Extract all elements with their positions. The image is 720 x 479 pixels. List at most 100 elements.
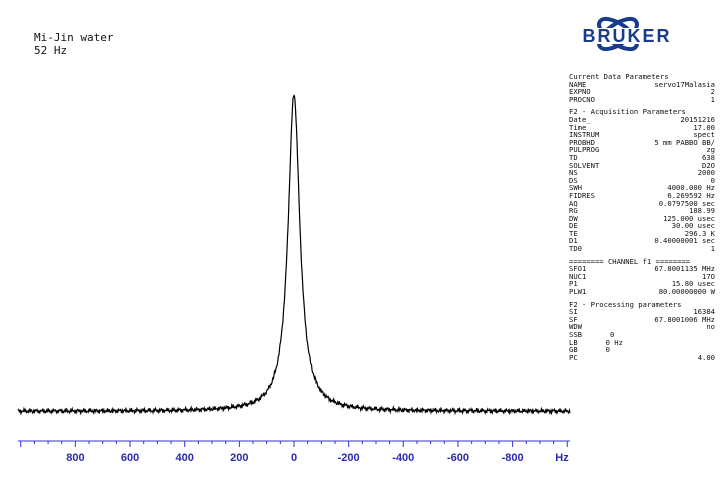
acquisition-parameters: Date_ 20151216 Time 17.00 INSTRUM spect PROBHD… <box>569 116 715 253</box>
param-key: RG <box>569 206 578 216</box>
x-tick-label: -600 <box>447 452 469 464</box>
param-value: 6.269592 Hz <box>667 190 715 200</box>
param-key: SI <box>569 307 578 317</box>
acquisition-title: F2 - Acquisition Parameters <box>569 107 686 117</box>
param-key: TD <box>569 152 578 162</box>
param-key: PULPROG <box>569 145 600 155</box>
spectrum-layer <box>17 94 571 416</box>
param-key: SF <box>569 314 578 324</box>
param-row: D1 0.40000001 sec <box>569 237 715 245</box>
param-row: P1 15.80 usec <box>569 280 715 288</box>
param-value: 1 <box>710 94 715 104</box>
param-value: 0 <box>605 345 610 355</box>
param-row: NAME servo17Malasia <box>569 79 715 89</box>
param-row: NUC1 17O <box>569 273 715 281</box>
param-row: PULPROG zg <box>569 146 715 154</box>
param-key: EXPNO <box>569 87 591 97</box>
bruker-wordmark: BRUKER <box>582 26 671 46</box>
param-value: zg <box>706 145 715 155</box>
param-value: spect <box>693 130 715 140</box>
x-tick-label: -200 <box>338 452 360 464</box>
param-key: PROBHD <box>569 137 595 147</box>
spectrum-line <box>17 94 571 416</box>
x-tick-label: 0 <box>291 452 297 464</box>
current-parameters: Current Data Parameters NAME servo17Malas… <box>569 73 715 103</box>
param-value: 15.80 usec <box>671 279 715 289</box>
param-row: SOLVENT D2O <box>569 160 715 170</box>
param-value: 4.00 <box>697 352 715 362</box>
channel-title: ======== CHANNEL f1 ======== <box>569 256 691 266</box>
processing-parameters: SI 16384 SF 67.8001006 MHz WDW no SSB 0 LB 0 Hz GB… <box>569 308 715 361</box>
param-value: 80.00000000 W <box>658 287 715 297</box>
param-value: 20151216 <box>680 114 715 124</box>
param-key: Date_ <box>569 114 591 124</box>
param-value: 188.99 <box>689 206 715 216</box>
spectrum-title-block: Mi-Jin water 52 Hz <box>34 31 113 57</box>
param-row: SWH 4000.000 Hz <box>569 184 715 192</box>
param-row: NS 2000 <box>569 169 715 177</box>
param-key: PROCNO <box>569 94 595 104</box>
param-key: FIDRES <box>569 190 595 200</box>
param-key: DE <box>569 221 578 231</box>
param-key: SFO1 <box>569 264 587 274</box>
param-value: 2000 <box>697 168 715 178</box>
param-key: LB <box>569 337 578 347</box>
param-row: DE 30.00 usec <box>569 222 715 230</box>
param-key: NS <box>569 168 578 178</box>
param-row: DW 125.000 usec <box>569 215 715 223</box>
param-row: RG 188.99 <box>569 207 715 215</box>
param-row: SI 16384 <box>569 308 715 316</box>
x-tick-label: 800 <box>66 452 84 464</box>
bruker-logo: BRUKER <box>563 6 693 66</box>
param-value: 0.0797500 sec <box>658 198 715 208</box>
param-value: 17O <box>702 271 715 281</box>
param-key: SOLVENT <box>569 160 600 170</box>
param-value: 638 <box>702 152 715 162</box>
param-row: EXPNO 2 <box>569 88 715 96</box>
param-key: SSB <box>569 330 582 339</box>
processing-title: F2 - Processing parameters <box>569 299 682 309</box>
param-key: TE <box>569 228 578 238</box>
param-key: NAME <box>569 79 587 89</box>
param-value: 0 <box>710 175 715 185</box>
parameter-panel: Current Data Parameters NAME servo17Malas… <box>569 73 715 361</box>
param-row: PROCNO 1 <box>569 96 715 104</box>
x-tick-label: 200 <box>230 452 248 464</box>
x-axis: 800 600 400 200 0 -200 -400 -600 -800 Hz <box>18 440 570 464</box>
param-row: TE 296.3 K <box>569 230 715 238</box>
param-value: 0 <box>609 330 615 339</box>
param-row: TD 638 <box>569 154 715 162</box>
x-tick-label: -400 <box>392 452 414 464</box>
param-row: PC 4.00 <box>569 354 715 362</box>
x-tick-label: -800 <box>502 452 524 464</box>
bruker-atom-icon: BRUKER <box>567 16 685 52</box>
param-row: DS 0 <box>569 177 715 185</box>
param-row: TD0 1 <box>569 245 715 253</box>
x-axis-unit-label: Hz <box>555 452 569 464</box>
param-value: 296.3 K <box>684 228 715 238</box>
param-value: 17.00 <box>693 122 715 132</box>
param-row: PROBHD 5 mm PABBO BB/ <box>569 139 715 147</box>
param-row: LB 0 Hz <box>569 337 715 347</box>
param-value: 67.8001006 MHz <box>654 314 715 324</box>
param-row: INSTRUM spect <box>569 131 715 139</box>
channel-parameters: SFO1 67.8001135 MHz NUC1 17O P1 15.80 usec PLW… <box>569 265 715 295</box>
param-key: Time <box>569 122 587 132</box>
param-value: 67.8001135 MHz <box>654 264 715 274</box>
param-row: GB 0 <box>569 346 715 354</box>
param-value: 125.000 usec <box>663 213 715 223</box>
param-key: PC <box>569 352 578 362</box>
param-value: 4000.000 Hz <box>667 183 715 193</box>
param-key: TD0 <box>569 244 582 254</box>
param-row: SF 67.8001006 MHz <box>569 316 715 324</box>
linewidth-label: 52 Hz <box>34 44 68 57</box>
current-title: Current Data Parameters <box>569 72 669 81</box>
param-value: D2O <box>702 160 715 170</box>
param-value: 2 <box>710 87 715 97</box>
param-row: AQ 0.0797500 sec <box>569 198 715 208</box>
param-key: WDW <box>569 322 582 332</box>
param-value: servo17Malasia <box>654 79 715 89</box>
param-key: NUC1 <box>569 271 587 281</box>
param-key: DS <box>569 175 578 185</box>
